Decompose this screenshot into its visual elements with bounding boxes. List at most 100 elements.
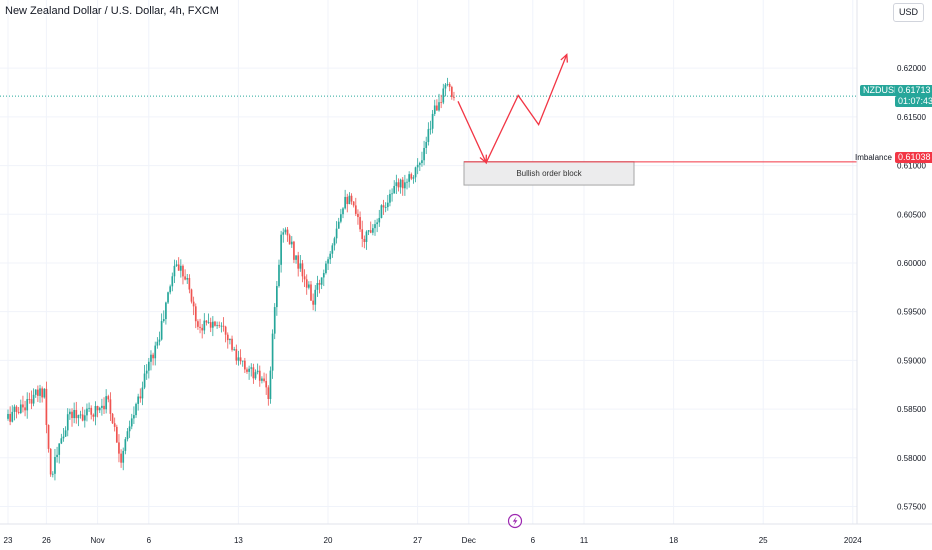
candle-body <box>318 283 321 285</box>
candle-body <box>126 431 129 440</box>
candle-body <box>192 301 195 307</box>
time-axis[interactable]: 23 26 Nov 6 13 20 27 Dec 6 11 18 25 2024 <box>4 536 863 545</box>
candle-body <box>165 302 167 320</box>
candle-body <box>340 214 342 222</box>
candle-body <box>280 234 282 265</box>
candle-body <box>357 213 359 218</box>
candle-body <box>374 224 376 229</box>
candle-body <box>229 338 231 341</box>
candle-body <box>320 277 323 285</box>
candle-body <box>190 289 193 302</box>
candle-body <box>60 438 63 444</box>
candle-body <box>284 229 287 233</box>
imbalance-price-tag: 0.61038 <box>895 152 932 163</box>
candle-body <box>113 423 116 427</box>
candle-body <box>75 410 78 419</box>
projection-arrowhead-down <box>479 154 487 165</box>
chart-title: New Zealand Dollar / U.S. Dollar, 4h, FX… <box>5 5 219 17</box>
candle-body <box>408 174 410 182</box>
candle-body <box>365 231 368 242</box>
candle-body <box>380 205 383 218</box>
candle-body <box>137 396 140 404</box>
x-tick-label: Nov <box>90 536 104 545</box>
candle-body <box>235 349 238 361</box>
candle-body <box>107 396 110 400</box>
candle-body <box>322 273 325 278</box>
candle-body <box>94 406 97 417</box>
candle-body <box>88 407 90 409</box>
candle-body <box>267 387 270 399</box>
candle-body <box>367 230 370 232</box>
currency-button[interactable]: USD <box>893 3 924 22</box>
y-tick-label: 0.60000 <box>897 259 926 268</box>
candle-body <box>414 167 417 178</box>
candle-body <box>450 86 453 97</box>
candle-body <box>248 368 250 372</box>
x-tick-label: 13 <box>234 536 243 545</box>
candle-body <box>184 276 186 280</box>
candle-body <box>77 415 80 419</box>
candle-body <box>124 439 127 451</box>
candle-body <box>224 326 227 335</box>
grid-lines <box>0 0 857 524</box>
x-tick-label: 6 <box>147 536 152 545</box>
x-tick-label: 2024 <box>844 536 862 545</box>
candle-body <box>19 404 22 413</box>
candle-body <box>359 217 361 230</box>
candle-body <box>11 411 14 422</box>
candle-body <box>175 264 178 266</box>
candle-body <box>173 265 176 277</box>
price-axis[interactable]: 0.62000 0.61500 0.61000 0.60500 0.60000 0.595… <box>897 64 926 511</box>
candle-body <box>24 407 26 411</box>
candle-body <box>410 174 413 179</box>
candle-body <box>41 388 43 398</box>
candle-body <box>128 426 131 432</box>
candle-body <box>263 378 265 381</box>
candle-body <box>92 414 95 417</box>
candle-body <box>58 443 61 455</box>
candle-body <box>282 232 285 235</box>
y-tick-label: 0.62000 <box>897 64 926 73</box>
candle-body <box>17 411 20 413</box>
candle-body <box>13 406 16 412</box>
candle-body <box>273 307 276 334</box>
candle-body <box>182 265 184 277</box>
x-tick-label: Dec <box>462 536 476 545</box>
projection-path[interactable] <box>457 53 568 165</box>
candle-body <box>354 205 357 214</box>
y-tick-label: 0.58500 <box>897 405 926 414</box>
candle-body <box>344 196 346 209</box>
candle-body <box>103 405 105 410</box>
candle-body <box>308 284 310 288</box>
candle-body <box>258 370 261 381</box>
candle-body <box>147 361 150 371</box>
candle-body <box>207 322 210 323</box>
candle-body <box>222 325 225 327</box>
candle-body <box>66 414 69 431</box>
candle-body <box>73 410 75 419</box>
candle-body <box>122 450 125 463</box>
candle-body <box>372 228 374 233</box>
y-tick-label: 0.59000 <box>897 356 926 365</box>
lightning-icon[interactable] <box>507 513 523 529</box>
candle-body <box>186 278 189 280</box>
candle-body <box>98 407 101 411</box>
price-tag: 0.61713 <box>895 85 932 96</box>
candle-body <box>231 338 233 350</box>
candle-body <box>399 179 402 188</box>
candle-body <box>293 241 295 260</box>
candle-body <box>120 453 122 463</box>
candle-body <box>56 454 58 458</box>
candle-body <box>376 222 378 225</box>
candle-body <box>169 286 172 293</box>
candle-body <box>348 195 351 205</box>
candle-body <box>241 360 244 362</box>
candle-body <box>431 113 434 129</box>
candle-body <box>404 182 406 189</box>
candle-body <box>201 327 204 331</box>
projection-arrowhead-up <box>560 53 568 63</box>
candle-body <box>278 264 280 287</box>
candle-body <box>220 325 223 327</box>
candle-body <box>37 389 39 396</box>
